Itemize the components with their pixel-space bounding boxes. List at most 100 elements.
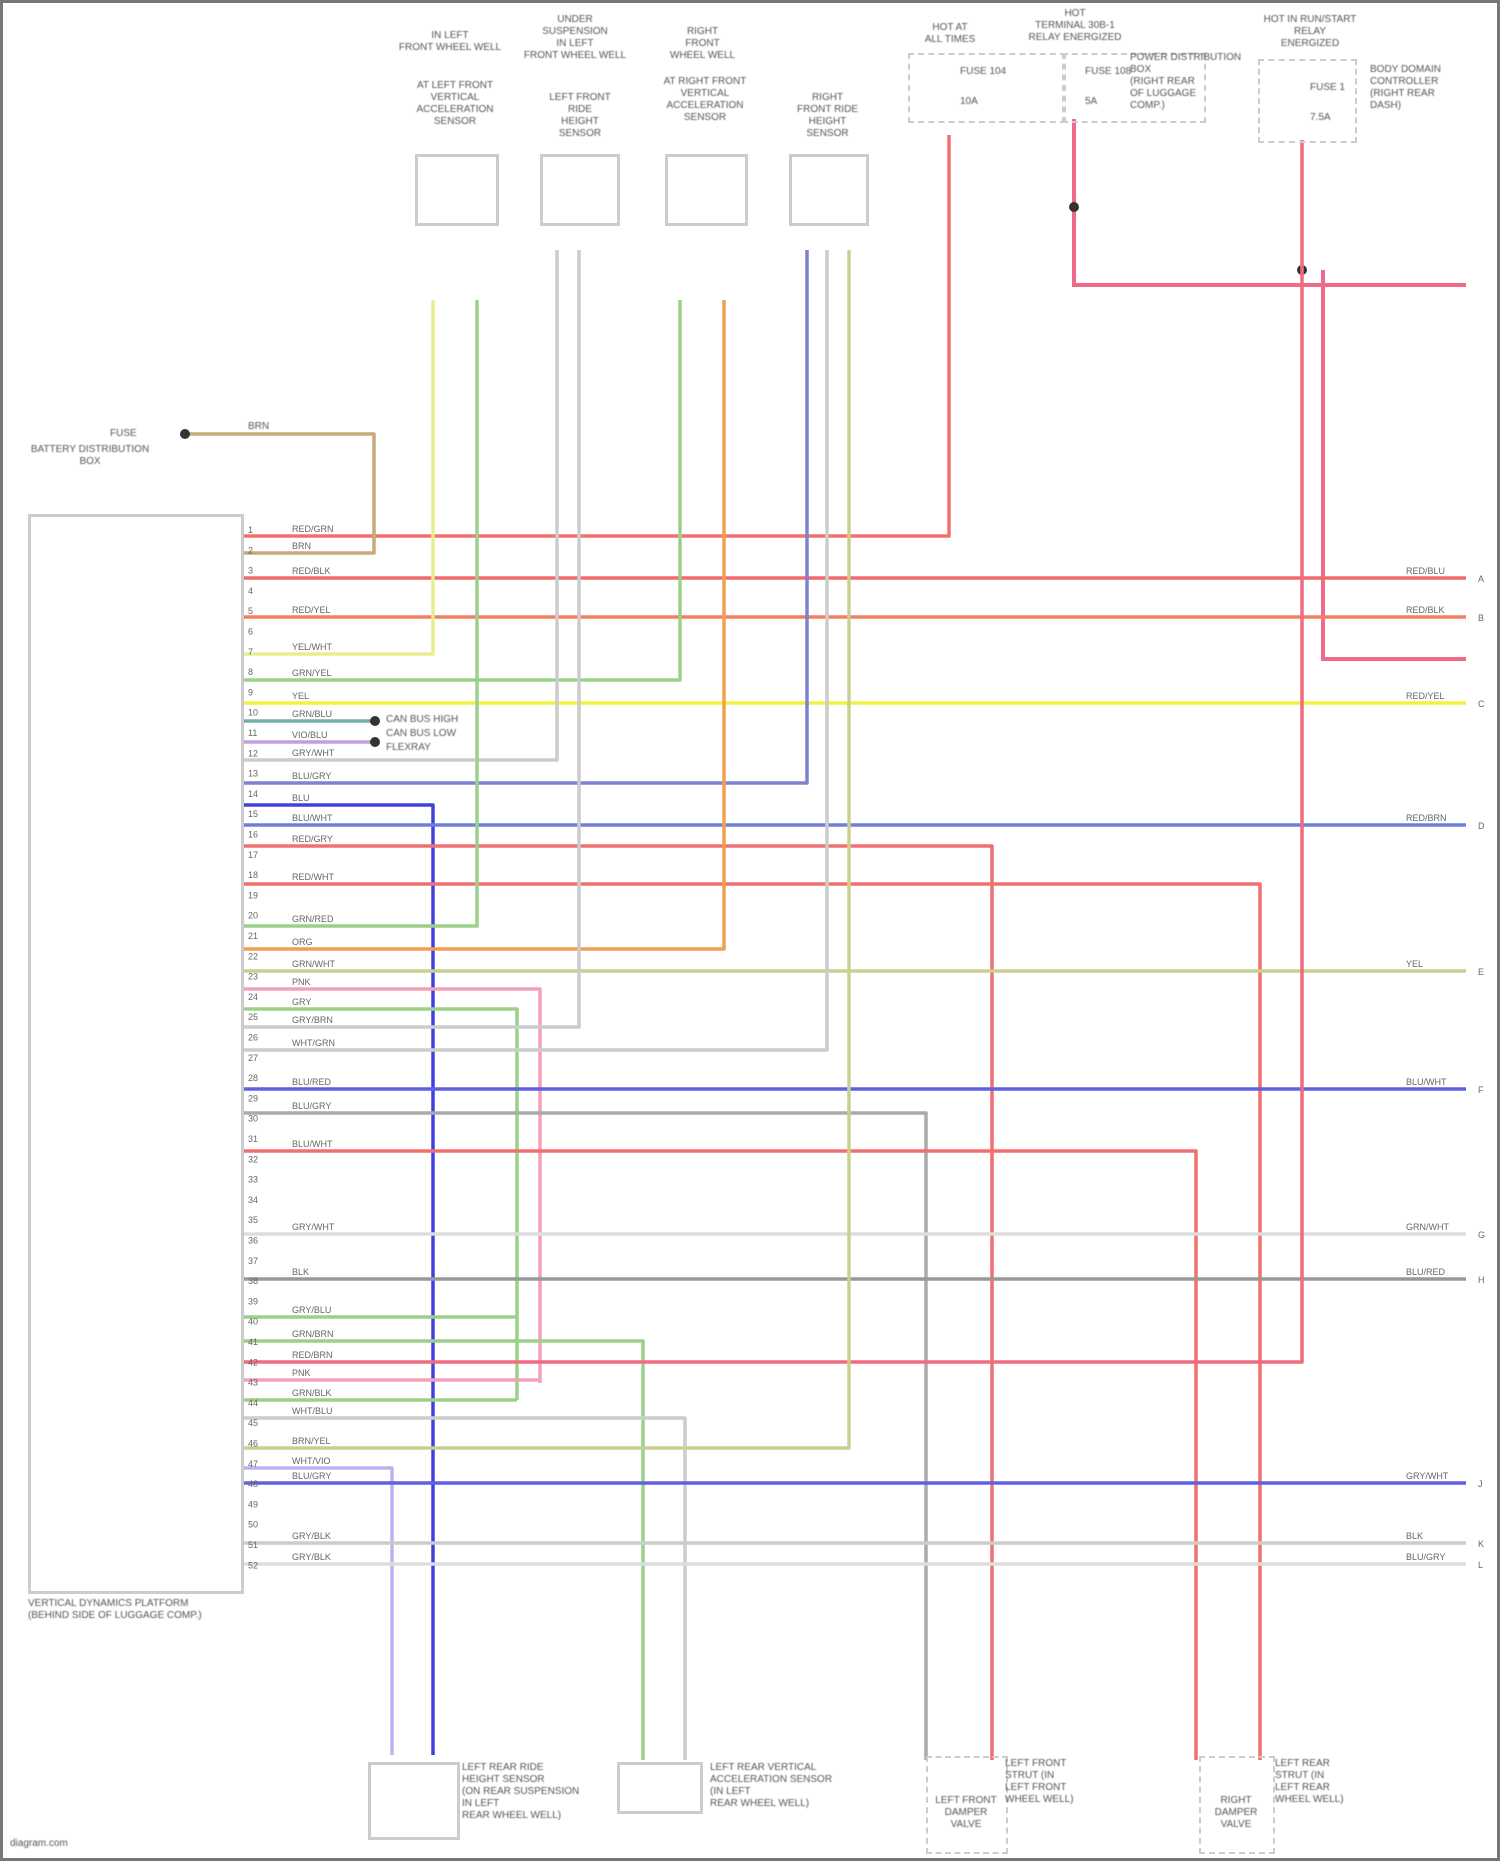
connector-letter: K xyxy=(1478,1539,1484,1549)
wire xyxy=(241,844,994,1760)
pin-number: 29 xyxy=(248,1093,258,1103)
sensor-label: LEFT FRONT RIDE HEIGHT SENSOR xyxy=(549,92,611,139)
wire-label: WHT/GRN xyxy=(292,1038,335,1048)
damper-valve-label: LEFT FRONT DAMPER VALVE xyxy=(935,1795,997,1830)
wire-label: GRY/BRN xyxy=(292,1015,333,1025)
pin-number: 26 xyxy=(248,1033,258,1043)
wire-label: GRN/YEL xyxy=(292,668,332,678)
wire xyxy=(241,1007,519,1400)
fuse-label: FUSE 104 xyxy=(960,66,1007,77)
wire-label: BLU/RED xyxy=(292,1077,332,1087)
pin-number: 20 xyxy=(248,911,258,921)
connector-letter: C xyxy=(1478,699,1485,709)
wire-label: RED/GRY xyxy=(292,834,333,844)
wire-label: BLU/RED xyxy=(1406,1267,1446,1277)
component-label: LEFT REAR STRUT (IN LEFT REAR WHEEL WELL… xyxy=(1275,1758,1344,1805)
wire xyxy=(241,1149,1198,1760)
fuse-rating: 7.5A xyxy=(1310,112,1331,123)
pin-number: 44 xyxy=(248,1398,258,1408)
wire xyxy=(241,250,559,762)
pin-number: 49 xyxy=(248,1499,258,1509)
left-front-damper-strut xyxy=(926,1756,1008,1854)
wire-label: RED/YEL xyxy=(1406,691,1445,701)
wire-label: GRY/BLU xyxy=(292,1305,331,1315)
wire xyxy=(241,1111,928,1760)
pin-number: 14 xyxy=(248,789,258,799)
wire-label: WHT/BLU xyxy=(292,1406,333,1416)
component-label: LEFT FRONT STRUT (IN LEFT FRONT WHEEL WE… xyxy=(1005,1758,1074,1805)
pin-number: 45 xyxy=(248,1418,258,1428)
wire-label: VIO/BLU xyxy=(292,730,328,740)
pin-number: 48 xyxy=(248,1479,258,1489)
pin-number: 41 xyxy=(248,1337,258,1347)
wire-label: PNK xyxy=(292,977,311,987)
pin-number: 35 xyxy=(248,1215,258,1225)
wire xyxy=(241,882,1262,1760)
right-front-accel-sensor xyxy=(665,154,748,226)
pin-number: 50 xyxy=(248,1520,258,1530)
wire xyxy=(241,1466,394,1755)
pin-number: 10 xyxy=(248,708,258,718)
wire-label: GRN/BLK xyxy=(292,1388,332,1398)
wire xyxy=(241,300,479,928)
splice-label: CAN BUS HIGH xyxy=(386,714,459,725)
wire-label: RED/BRN xyxy=(1406,813,1447,823)
pin-number: 3 xyxy=(248,566,253,576)
wire-label: GRY/BLK xyxy=(292,1531,331,1541)
module-label: VERTICAL DYNAMICS PLATFORM (BEHIND SIDE … xyxy=(28,1598,202,1621)
wire-label: GRY xyxy=(292,997,311,1007)
pin-number: 51 xyxy=(248,1540,258,1550)
pin-number: 8 xyxy=(248,667,253,677)
pin-number: 33 xyxy=(248,1175,258,1185)
pin-number: 52 xyxy=(248,1560,258,1570)
wire-label: BLU/WHT xyxy=(292,813,333,823)
pin-number: 4 xyxy=(248,586,253,596)
wire xyxy=(241,250,809,785)
wire-label: BLU/GRY xyxy=(292,1101,331,1111)
pin-number: 1 xyxy=(248,525,253,535)
wire-label: BLK xyxy=(1406,1531,1423,1541)
left-rear-accel-sensor xyxy=(617,1762,703,1814)
wire-label: BRN xyxy=(292,541,311,551)
pin-number: 32 xyxy=(248,1154,258,1164)
left-front-accel-sensor xyxy=(415,154,499,226)
pin-number: 16 xyxy=(248,830,258,840)
left-rear-ride-height-sensor xyxy=(368,1762,460,1840)
wire-label: BLU/GRY xyxy=(292,1471,331,1481)
pin-number: 42 xyxy=(248,1357,258,1367)
wire-label: BLU/WHT xyxy=(1406,1077,1447,1087)
pin-number: 19 xyxy=(248,890,258,900)
pin-number: 31 xyxy=(248,1134,258,1144)
wire-label: BLK xyxy=(292,1267,309,1277)
pin-number: 5 xyxy=(248,606,253,616)
pin-number: 15 xyxy=(248,809,258,819)
fuse-label: FUSE 1 xyxy=(1310,82,1346,93)
wire-feed xyxy=(1321,270,1466,661)
power-box-location: POWER DISTRIBUTION BOX (RIGHT REAR OF LU… xyxy=(1130,52,1242,111)
wire xyxy=(241,300,682,682)
pin-number: 46 xyxy=(248,1439,258,1449)
pin-number: 23 xyxy=(248,972,258,982)
wire xyxy=(241,250,851,1450)
wire-label: GRN/BRN xyxy=(292,1329,334,1339)
sensor-header: UNDER SUSPENSION IN LEFT FRONT WHEEL WEL… xyxy=(523,14,627,61)
wire-label: GRY/BLK xyxy=(292,1552,331,1562)
pin-number: 30 xyxy=(248,1114,258,1124)
sensor-label: RIGHT FRONT RIDE HEIGHT SENSOR xyxy=(797,92,858,139)
fuse-wire-label: BRN xyxy=(248,421,270,432)
power-label: HOT IN RUN/START RELAY ENERGIZED xyxy=(1263,14,1357,49)
pin-number: 18 xyxy=(248,870,258,880)
wire-label: RED/WHT xyxy=(292,872,334,882)
wire-label: RED/YEL xyxy=(292,605,331,615)
connector-letter: H xyxy=(1478,1275,1485,1285)
wire-label: BLU/GRY xyxy=(292,771,331,781)
splice-dot xyxy=(370,737,380,747)
pin-number: 24 xyxy=(248,992,258,1002)
splice-dot xyxy=(1069,202,1079,212)
wire-label: YEL xyxy=(1406,959,1423,969)
wire-label: BLU/GRY xyxy=(1406,1552,1445,1562)
pin-number: 28 xyxy=(248,1073,258,1083)
pin-number: 12 xyxy=(248,748,258,758)
wire-feed xyxy=(1072,119,1466,287)
wire-label: GRN/WHT xyxy=(1406,1222,1449,1232)
